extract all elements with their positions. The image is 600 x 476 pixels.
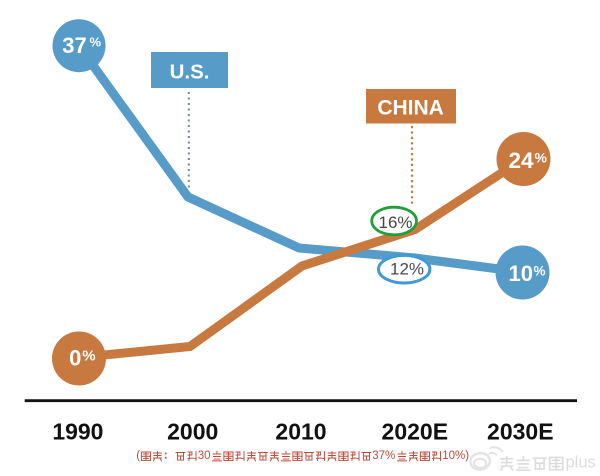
svg-text:(: ( bbox=[136, 450, 140, 462]
svg-text:%: % bbox=[82, 347, 95, 364]
svg-text:30: 30 bbox=[198, 450, 211, 462]
svg-text:2010: 2010 bbox=[275, 419, 326, 445]
svg-text:%: % bbox=[534, 264, 546, 279]
svg-text:24: 24 bbox=[508, 148, 534, 173]
svg-text:plus: plus bbox=[566, 454, 596, 472]
svg-text:%: % bbox=[90, 34, 102, 49]
svg-text:1990: 1990 bbox=[52, 419, 103, 445]
svg-text:10: 10 bbox=[508, 261, 532, 286]
svg-text:0: 0 bbox=[69, 345, 81, 370]
svg-text:U.S.: U.S. bbox=[170, 61, 210, 84]
svg-text:10%): 10%) bbox=[442, 450, 469, 462]
svg-text:2000: 2000 bbox=[167, 419, 218, 445]
svg-text:16%: 16% bbox=[378, 213, 412, 232]
svg-text:%: % bbox=[535, 150, 548, 166]
svg-text:CHINA: CHINA bbox=[377, 97, 444, 120]
svg-text:2030E: 2030E bbox=[487, 419, 554, 445]
svg-text:12%: 12% bbox=[390, 260, 424, 279]
svg-text:2020E: 2020E bbox=[382, 419, 449, 445]
svg-text:37%: 37% bbox=[372, 450, 395, 462]
svg-text:37: 37 bbox=[62, 33, 86, 58]
